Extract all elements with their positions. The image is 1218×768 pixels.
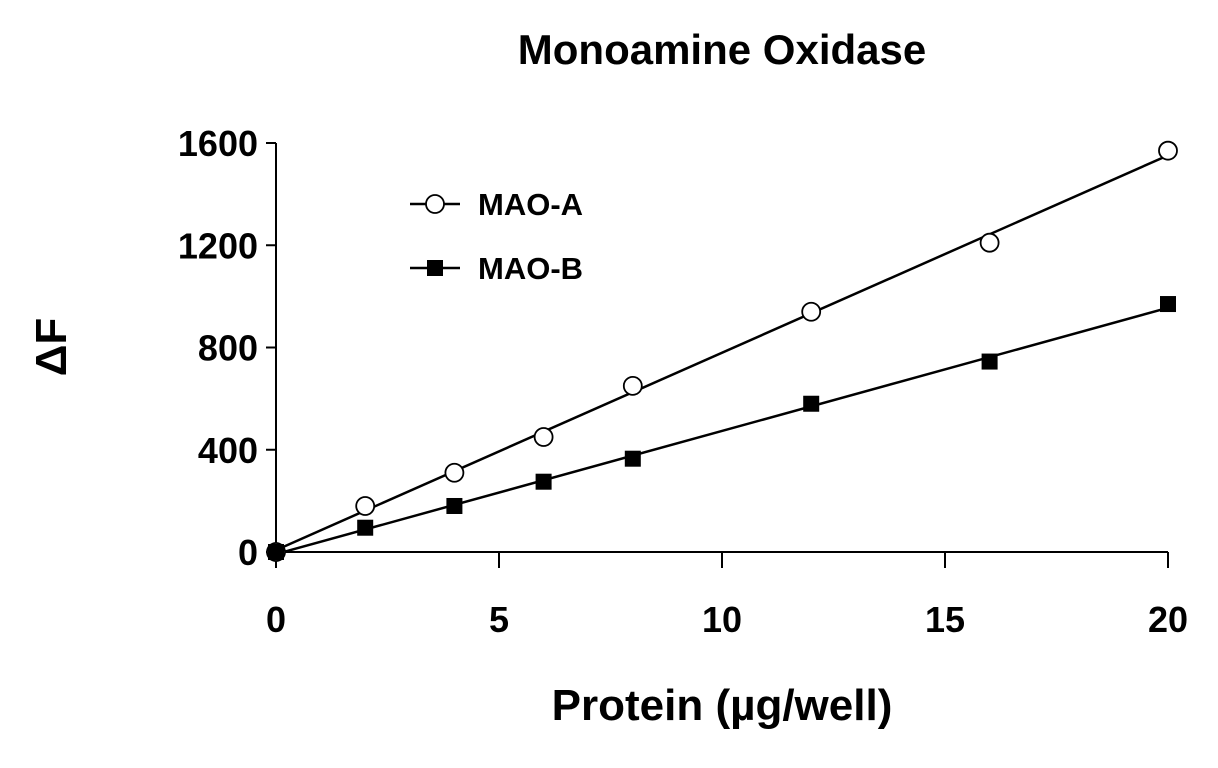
mao-a-point [355,496,376,516]
mao-a-point [979,232,1000,253]
mao-a-point [533,427,554,447]
mao-b-point [1160,296,1176,313]
y-tick-label: 400 [198,430,258,471]
legend: MAO-A MAO-B [410,187,583,286]
legend-marker-mao-b [427,260,443,276]
x-tick-label: 10 [702,599,742,640]
mao-a-point [1158,140,1178,161]
legend-label-mao-b: MAO-B [478,251,583,286]
mao-a-point [801,301,822,322]
mao-a-point [622,375,643,396]
data-markers [266,140,1178,562]
y-tick-label: 0 [238,532,258,573]
mao-b-point [446,497,463,514]
mao-b-point [535,473,552,490]
x-tick-label: 0 [266,599,286,640]
x-tick-label: 5 [489,599,509,640]
y-axis-title: ΔF [27,318,76,377]
x-axis-title: Protein (µg/well) [552,681,893,730]
fit-line-mao-b [275,306,1169,556]
y-tick-label: 800 [198,328,258,369]
mao-b-point [624,450,641,467]
fit-lines [275,154,1169,556]
mao-b-point [981,353,998,370]
x-tick-label: 20 [1148,599,1188,640]
axes: 0 400 800 1200 1600 0 5 10 15 20 [178,123,1188,640]
mao-b-point [803,395,820,412]
legend-label-mao-a: MAO-A [478,187,583,222]
mao-b-point [357,519,374,536]
mao-b-point [268,544,284,560]
y-tick-label: 1200 [178,225,258,266]
chart-title: Monoamine Oxidase [518,26,926,73]
y-tick-label: 1600 [178,123,258,164]
fit-line-mao-a [275,154,1169,552]
legend-marker-mao-a [425,194,445,214]
x-tick-label: 15 [925,599,965,640]
mao-a-point [444,462,465,483]
